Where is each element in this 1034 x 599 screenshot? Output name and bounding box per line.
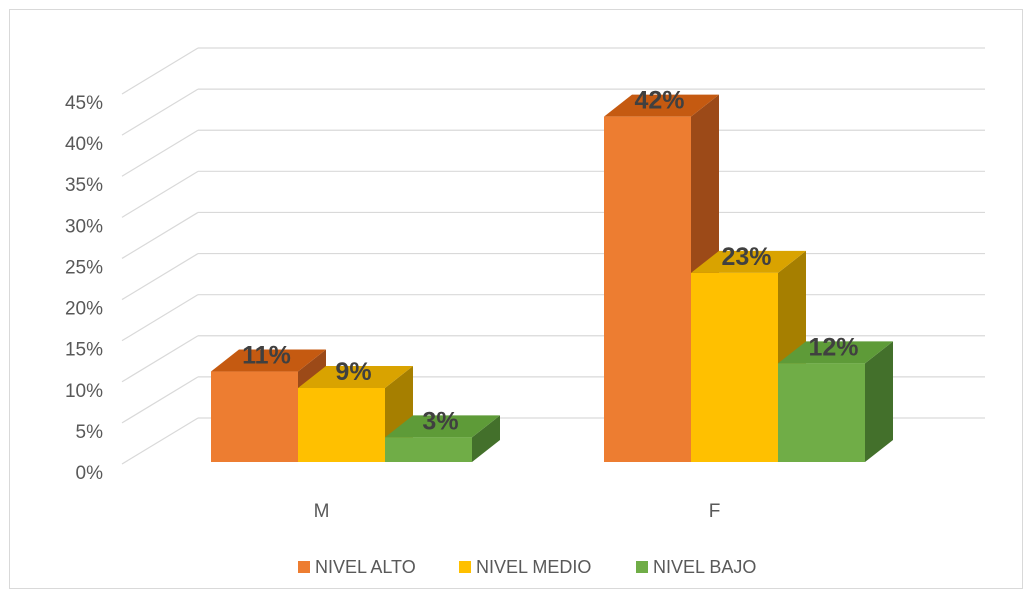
data-label: 12%	[808, 333, 858, 361]
gridline-diagonal	[121, 88, 199, 136]
bar	[778, 341, 893, 462]
category-label: M	[314, 501, 330, 522]
legend-item: NIVEL BAJO	[636, 557, 756, 577]
gridline-diagonal	[121, 335, 199, 383]
gridline-diagonal	[121, 47, 199, 95]
gridline-diagonal	[121, 294, 199, 342]
bars	[211, 94, 893, 463]
gridline-diagonal	[121, 417, 199, 465]
gridline-diagonal	[121, 129, 199, 177]
bar-top	[385, 415, 500, 438]
y-tick-label: 30%	[65, 216, 103, 237]
y-tick-label: 45%	[65, 93, 103, 114]
legend-swatch	[459, 561, 471, 573]
category-label: F	[709, 501, 721, 522]
data-label: 11%	[242, 342, 291, 370]
bar-front	[691, 272, 778, 462]
bar-top	[298, 366, 413, 388]
legend-item: NIVEL MEDIO	[459, 557, 591, 577]
legend-item: NIVEL ALTO	[298, 557, 416, 577]
legend-swatch	[636, 561, 648, 573]
bar-top	[211, 349, 326, 372]
bar-front	[211, 371, 298, 462]
data-label: 42%	[634, 87, 684, 115]
bar-top	[691, 250, 806, 273]
y-tick-label: 20%	[65, 299, 103, 320]
bar	[385, 415, 500, 462]
bar-top	[778, 341, 893, 364]
y-tick-label: 25%	[65, 257, 103, 278]
gridline-diagonal	[121, 253, 199, 301]
bar-front	[604, 116, 691, 463]
bar-side	[472, 415, 500, 462]
gridlines	[121, 47, 985, 465]
y-tick-label: 10%	[65, 381, 103, 402]
y-tick-label: 5%	[76, 422, 104, 443]
bar-front	[298, 388, 385, 462]
chart-frame	[9, 9, 1023, 589]
legend-label: NIVEL ALTO	[315, 557, 416, 577]
gridline-diagonal	[121, 211, 199, 259]
y-tick-label: 40%	[65, 134, 103, 155]
bar-side	[865, 341, 893, 462]
gridline-diagonal	[121, 170, 199, 218]
legend: NIVEL ALTO NIVEL MEDIO NIVEL BAJO	[298, 557, 756, 577]
bar-top	[604, 94, 719, 117]
bar-front	[778, 363, 865, 462]
y-tick-label: 35%	[65, 175, 103, 196]
y-tick-label: 0%	[76, 463, 104, 484]
data-label: 9%	[335, 358, 371, 386]
legend-swatch	[298, 561, 310, 573]
data-label: 3%	[422, 407, 458, 435]
gridline-diagonal	[121, 376, 199, 424]
legend-label: NIVEL MEDIO	[476, 557, 591, 577]
data-labels: 11% 9% 3% 42% 23% 12%	[242, 87, 858, 436]
y-tick-label: 15%	[65, 340, 103, 361]
data-label: 23%	[721, 243, 771, 271]
bar-front	[385, 437, 472, 462]
legend-label: NIVEL BAJO	[653, 557, 756, 577]
y-axis-ticks: 0% 5% 10% 15% 20% 25% 30% 35% 40% 45%	[65, 93, 103, 484]
